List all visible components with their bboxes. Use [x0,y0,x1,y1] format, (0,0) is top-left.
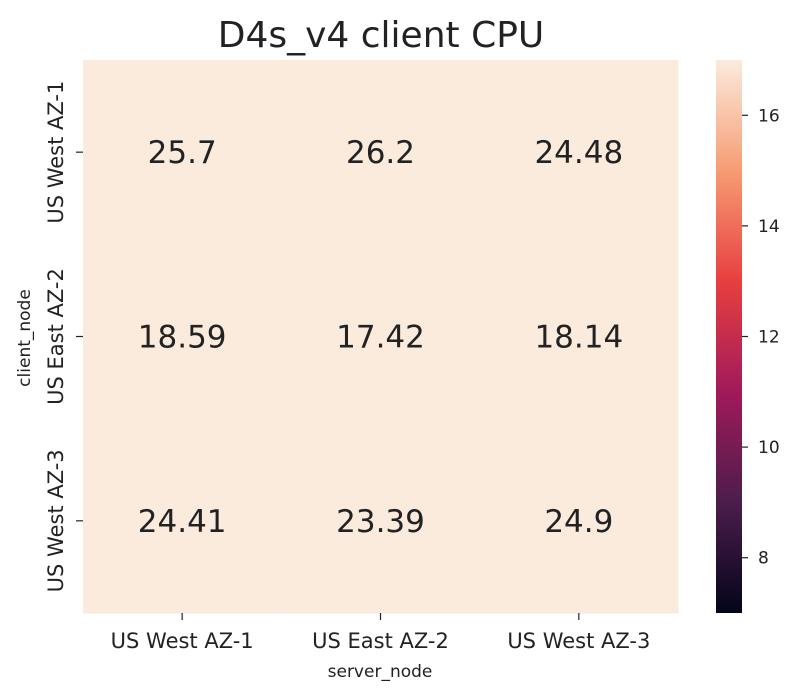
cell-value-label: 23.39 [336,504,425,540]
colorbar: 8 10 12 14 16 [716,60,780,613]
x-axis-label: server_node [328,662,433,682]
colorbar-gradient [716,60,742,613]
cell-value-label: 18.14 [534,320,623,356]
heatmap-cell [281,244,481,430]
y-tick-label: US West AZ-1 [44,81,68,224]
colorbar-tick-label: 14 [758,217,780,237]
y-tick-label: US East AZ-2 [44,268,68,405]
heatmap-cell [281,60,481,245]
y-axis-label: client_node [15,289,35,387]
cell-value-label: 24.41 [138,504,227,540]
x-axis-ticks: US West AZ-1 US East AZ-2 US West AZ-3 [111,613,650,653]
heatmap-cell [479,244,679,430]
colorbar-tick-label: 10 [758,438,780,458]
cell-value-label: 26.2 [346,135,415,171]
cell-value-label: 25.7 [148,135,217,171]
chart-title: D4s_v4 client CPU [218,15,545,56]
colorbar-tick-label: 12 [758,328,780,348]
heatmap-cell [83,60,282,245]
x-tick-label: US East AZ-2 [312,629,449,653]
colorbar-ticks: 8 10 12 14 16 [742,106,780,569]
cell-value-label: 24.48 [534,135,623,171]
heatmap-cell [83,244,282,430]
x-tick-label: US West AZ-1 [111,629,254,653]
cell-value-label: 24.9 [544,504,613,540]
heatmap-cell [281,428,481,614]
heatmap-cell [83,428,282,614]
y-axis-ticks: US West AZ-1 US East AZ-2 US West AZ-3 [44,81,83,592]
cell-value-label: 17.42 [336,320,425,356]
heatmap-cell [479,428,679,614]
y-tick-label: US West AZ-3 [44,449,68,592]
heatmap-cells: 25.7 26.2 24.48 18.59 17.42 18.14 24.41 23.39 24… [83,60,679,614]
colorbar-tick-label: 16 [758,106,780,126]
x-tick-label: US West AZ-3 [507,629,650,653]
cell-value-label: 18.59 [138,320,227,356]
colorbar-tick-label: 8 [758,549,769,569]
heatmap-cell [479,60,679,245]
